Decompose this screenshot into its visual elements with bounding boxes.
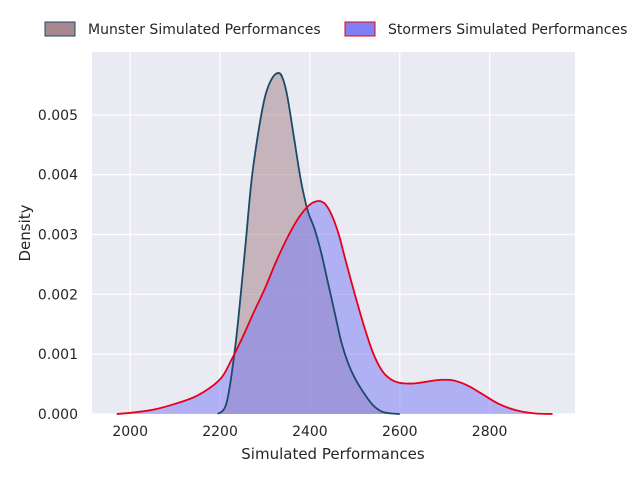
line-munster — [217, 72, 400, 415]
x-tick-label: 2800 — [472, 424, 508, 440]
y-tick-label: 0.003 — [38, 227, 78, 243]
line-stormers — [116, 200, 553, 415]
x-tick-label: 2400 — [292, 424, 328, 440]
y-tick-label: 0.001 — [38, 347, 78, 363]
y-tick-label: 0.005 — [38, 108, 78, 124]
x-tick-label: 2000 — [112, 424, 148, 440]
y-tick-label: 0.000 — [38, 407, 78, 423]
x-axis-label: Simulated Performances — [241, 445, 425, 463]
legend-label-stormers: Stormers Simulated Performances — [388, 22, 627, 38]
tick-labels: 2000 2200 2400 2600 2800 0.000 0.001 0.002 0.003… — [38, 108, 508, 440]
x-tick-label: 2200 — [202, 424, 238, 440]
y-tick-label: 0.004 — [38, 168, 78, 184]
y-tick-label: 0.002 — [38, 287, 78, 303]
legend-label-munster: Munster Simulated Performances — [88, 22, 321, 38]
x-tick-label: 2600 — [382, 424, 418, 440]
series-layer — [116, 72, 553, 415]
legend: Munster Simulated Performances Stormers … — [44, 21, 627, 38]
y-axis-label: Density — [16, 204, 34, 261]
legend-swatch-stormers — [344, 21, 376, 37]
legend-swatch-munster — [44, 21, 76, 37]
area-stormers — [116, 200, 553, 414]
